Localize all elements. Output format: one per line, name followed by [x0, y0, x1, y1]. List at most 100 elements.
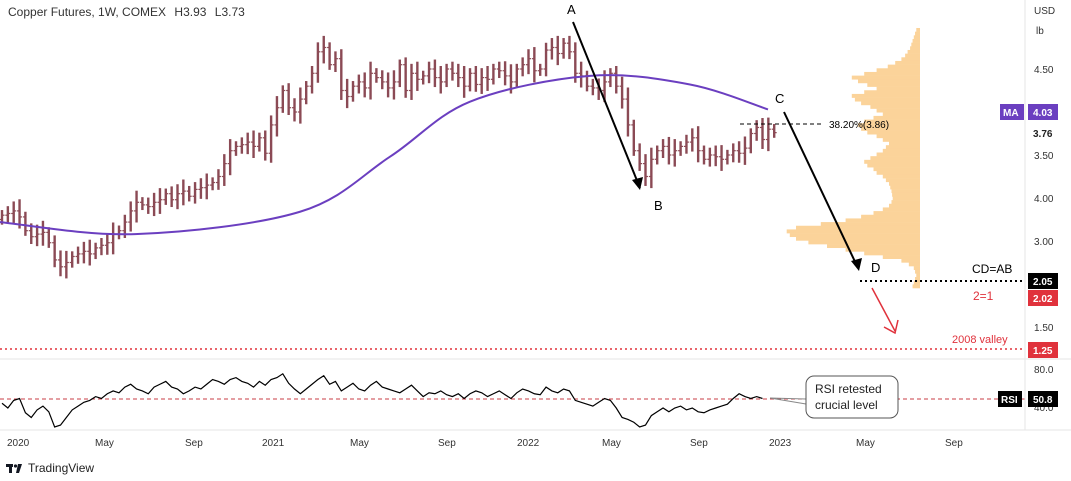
ohlc-bar — [34, 224, 40, 247]
volume-profile-bar — [827, 244, 920, 249]
ohlc-bar — [520, 57, 526, 77]
ohlc-bar — [771, 124, 777, 138]
ohlc-bar — [631, 119, 637, 156]
ohlc-bar — [227, 139, 233, 176]
volume-profile-bar — [876, 134, 920, 139]
time-tick-label: 2021 — [262, 438, 285, 449]
volume-profile-bar — [870, 156, 920, 161]
volume-profile-bar — [889, 181, 920, 186]
ohlc-bar — [549, 38, 555, 60]
volume-profile-bar — [845, 218, 920, 223]
volume-profile-bar — [915, 277, 920, 281]
ohlc-bar — [648, 147, 654, 189]
valley-badge — [1028, 342, 1058, 358]
time-tick-label: Sep — [945, 438, 963, 449]
rsi-tick-label: 40.0 — [1034, 403, 1054, 414]
ohlc-bar — [660, 139, 666, 159]
ohlc-bar — [309, 65, 315, 94]
ohlc-bar — [397, 59, 403, 88]
ohlc-bar — [479, 68, 485, 94]
arrow-projection — [871, 287, 896, 332]
volume-profile-bar — [895, 60, 920, 65]
time-tick-label: Sep — [185, 438, 203, 449]
ma-value-badge — [1028, 104, 1058, 120]
ohlc-bar — [40, 220, 46, 246]
ohlc-bar — [502, 61, 508, 86]
arrow-ab — [572, 21, 641, 189]
volume-profile-bar — [911, 42, 920, 47]
point-c-label: C — [775, 91, 784, 106]
ohlc-bar — [303, 81, 309, 105]
volume-profile-bar — [916, 28, 920, 32]
ohlc-bar — [514, 63, 520, 88]
ohlc-bar — [672, 139, 678, 167]
ohlc-bar — [116, 225, 122, 240]
ohlc-bar — [678, 141, 684, 156]
ohlc-bar — [455, 63, 461, 88]
volume-profile-bar — [907, 49, 920, 54]
volume-profile-bar — [901, 258, 920, 263]
ohlc-bar — [198, 178, 204, 199]
volume-profile-bar — [854, 97, 920, 102]
ohlc-bar — [531, 47, 537, 83]
ohlc-bar — [736, 141, 742, 163]
volume-profile-bar — [913, 35, 920, 40]
volume-profile-bar — [808, 240, 920, 245]
ohlc-bar — [701, 145, 707, 165]
rsi-label-text: RSI — [1001, 395, 1018, 406]
tradingview-brand[interactable]: TradingView — [6, 461, 94, 475]
ohlc-bar — [765, 117, 771, 152]
rsi-callout-pointer-1 — [769, 397, 807, 400]
ohlc-bar — [461, 65, 467, 98]
ohlc-bar — [145, 197, 151, 214]
volume-profile-bar — [908, 262, 920, 267]
ohlc-bar — [414, 61, 420, 91]
legend-symbol: Copper Futures, 1W, COMEX — [8, 5, 167, 19]
ohlc-bar — [321, 35, 327, 64]
volume-profile-bar — [891, 189, 920, 194]
volume-profile-bar — [870, 104, 920, 109]
price-tick-label: 1.50 — [1034, 323, 1054, 334]
volume-profile-bar — [786, 229, 920, 234]
ohlc-bar — [175, 184, 180, 210]
ohlc-bar — [245, 132, 251, 155]
ohlc-bar — [344, 78, 350, 109]
volume-profile-bar — [858, 123, 920, 128]
rsi-callout-line1: RSI retested — [815, 382, 882, 396]
arrow-cd-head — [851, 258, 862, 271]
ohlc-bar — [75, 246, 81, 264]
ohlc-bar — [262, 130, 268, 161]
volume-profile-bar — [876, 68, 920, 73]
volume-profile-bar — [892, 192, 920, 197]
volume-profile-bar — [873, 211, 920, 216]
ma-label-badge — [1000, 104, 1024, 120]
ohlc-bar — [385, 72, 391, 98]
ohlc-bar — [473, 65, 479, 92]
moving-average-line — [0, 74, 769, 236]
ohlc-bar — [163, 188, 169, 205]
volume-profile-bar — [864, 251, 920, 256]
ohlc-bar — [683, 134, 689, 154]
price-axis[interactable]: USD lb 4.50 4.00 3.50 3.00 2.50 1.50 80.… — [998, 6, 1058, 414]
ohlc-bar — [87, 239, 93, 266]
valley-value-text: 1.25 — [1033, 346, 1053, 357]
ohlc-bar — [292, 98, 297, 122]
rsi-value-badge — [1028, 391, 1058, 407]
ohlc-bar — [391, 70, 397, 100]
rsi-callout-box — [805, 375, 899, 419]
volume-profile-bar — [913, 280, 920, 285]
volume-profile-bar — [915, 269, 920, 274]
point-b-label: B — [654, 198, 663, 213]
ohlc-bar — [58, 250, 63, 277]
ohlc-bar — [180, 179, 186, 206]
ohlc-bar — [654, 145, 660, 165]
volume-profile-bar — [867, 163, 920, 168]
ohlc-bar — [444, 63, 450, 88]
ohlc-bar — [268, 115, 274, 163]
volume-profile-bar — [851, 93, 920, 98]
volume-profile-bar — [873, 167, 920, 172]
ohlc-bar — [689, 128, 695, 152]
ohlc-bar — [373, 68, 379, 83]
ohlc-bar — [707, 147, 713, 167]
